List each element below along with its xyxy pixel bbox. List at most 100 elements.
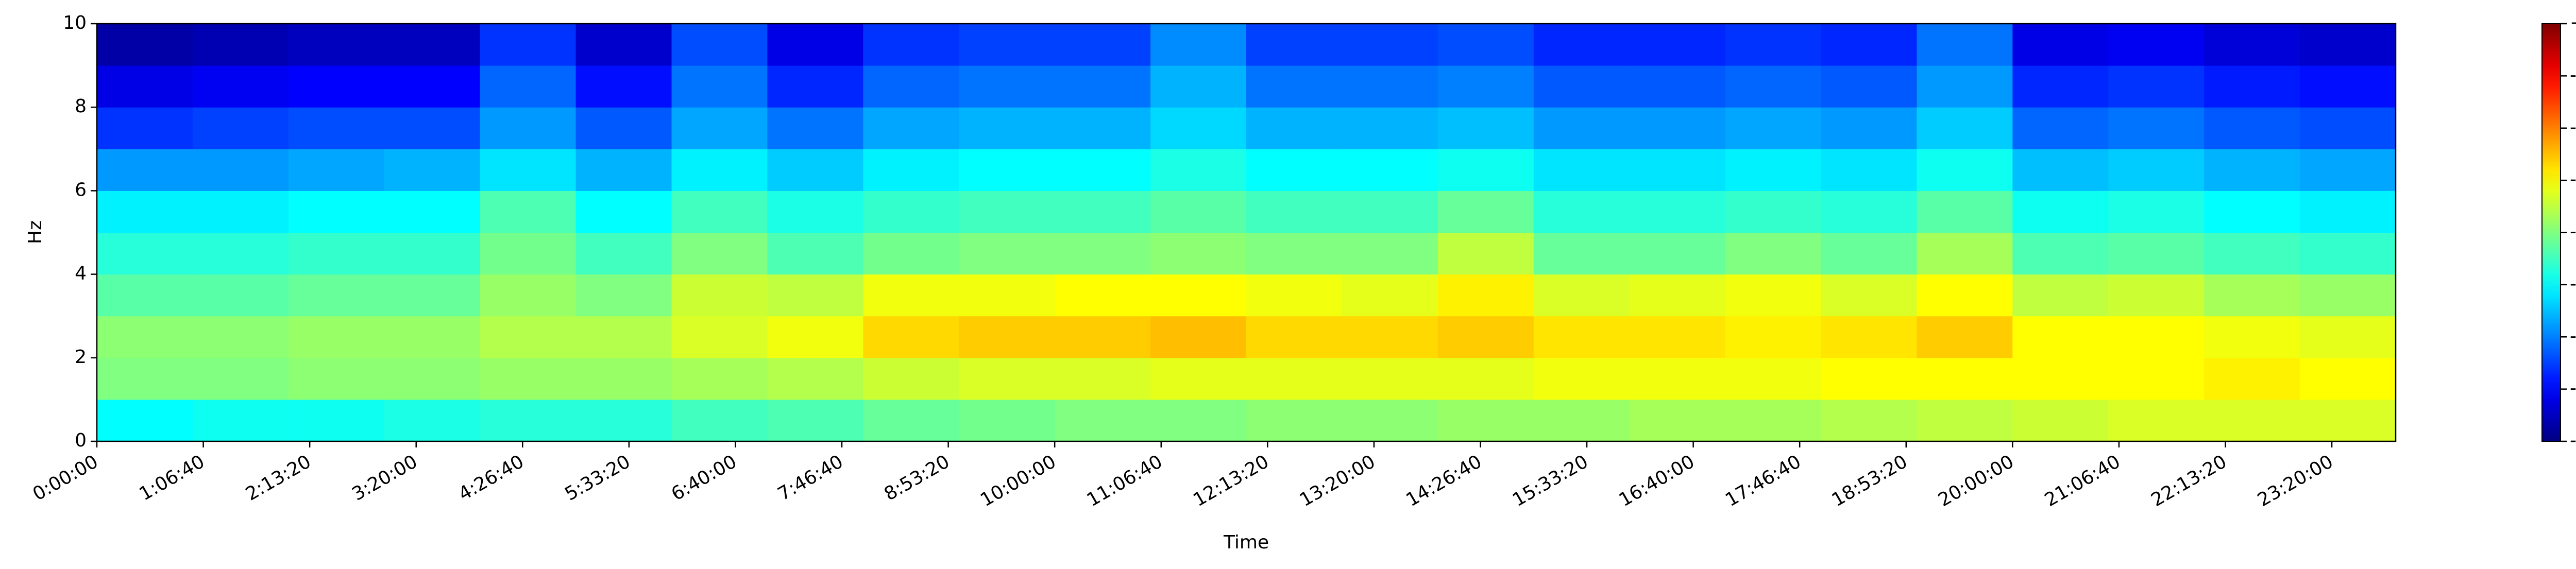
x-tick-label: 23:20:00 [2254, 451, 2337, 511]
heatmap-cell [192, 316, 289, 358]
colorbar [2541, 23, 2561, 442]
heatmap-cell [480, 399, 577, 442]
heatmap-cell [97, 191, 193, 233]
heatmap-cell [575, 357, 672, 400]
heatmap-cell [959, 316, 1055, 358]
heatmap-cell [1821, 65, 1917, 108]
heatmap-cell [2108, 107, 2205, 149]
heatmap-cell [384, 191, 481, 233]
heatmap-cell [1533, 191, 1630, 233]
heatmap-cell [767, 65, 863, 108]
heatmap-cell [671, 316, 768, 358]
heatmap-cell [97, 274, 193, 317]
heatmap-cell [767, 316, 863, 358]
x-tick-label: 22:13:20 [2147, 451, 2230, 511]
heatmap-cell [671, 191, 768, 233]
heatmap-cell [2012, 24, 2109, 66]
heatmap-cell [767, 274, 863, 317]
heatmap-cell [1055, 357, 1151, 400]
heatmap-cell [1629, 107, 1726, 149]
heatmap-cell [1917, 24, 2013, 66]
heatmap-cell [1437, 65, 1534, 108]
colorbar-tick-label: -10 dB [2570, 64, 2576, 85]
y-tick-label: 10 [63, 12, 87, 33]
heatmap-cell [384, 399, 481, 442]
heatmap-cell [1437, 149, 1534, 191]
heatmap-cell [1342, 274, 1438, 317]
x-tick-label: 10:00:00 [977, 451, 1060, 511]
heatmap-cell [2108, 274, 2205, 317]
heatmap-cell [2300, 191, 2396, 233]
heatmap-cell [480, 274, 577, 317]
heatmap-cell [1150, 357, 1247, 400]
x-tick-label: 13:20:00 [1296, 451, 1379, 511]
heatmap-cell [2012, 149, 2109, 191]
heatmap-cell [1821, 24, 1917, 66]
x-tick-label: 15:33:20 [1509, 451, 1592, 511]
x-tick-label: 12:13:20 [1190, 451, 1273, 511]
heatmap-cell [480, 316, 577, 358]
heatmap-cell [575, 107, 672, 149]
heatmap-cell [1055, 232, 1151, 275]
x-tick-label: 4:26:40 [455, 451, 528, 505]
heatmap-cell [767, 399, 863, 442]
heatmap-cell [288, 65, 385, 108]
colorbar-tick-label: -80 dB [2570, 430, 2576, 451]
y-tick-label: 0 [75, 430, 87, 451]
heatmap-cell [1629, 65, 1726, 108]
x-tick-label: 17:46:40 [1722, 451, 1805, 511]
heatmap-cell [2300, 149, 2396, 191]
heatmap-cell [192, 107, 289, 149]
heatmap-cell [1342, 316, 1438, 358]
heatmap-cell [2300, 357, 2396, 400]
heatmap-cell [1342, 399, 1438, 442]
heatmap-cell [1246, 316, 1343, 358]
x-tick-label: 0:00:00 [29, 451, 102, 505]
plot-frame [96, 23, 2397, 442]
x-tick-label: 5:33:20 [562, 451, 634, 505]
heatmap-cell [2204, 149, 2300, 191]
heatmap-cell [2012, 107, 2109, 149]
colorbar-tick-label: +0 dB [2570, 12, 2576, 33]
heatmap-cell [192, 357, 289, 400]
heatmap-cell [1150, 107, 1247, 149]
heatmap-cell [959, 399, 1055, 442]
heatmap-cell [192, 149, 289, 191]
x-tick-label: 6:40:00 [668, 451, 740, 505]
heatmap-cell [1821, 232, 1917, 275]
heatmap-cell [671, 149, 768, 191]
heatmap-cell [671, 65, 768, 108]
heatmap-cell [959, 191, 1055, 233]
heatmap-cell [1437, 357, 1534, 400]
heatmap-cell [1246, 24, 1343, 66]
heatmap-cell [1629, 357, 1726, 400]
heatmap-cell [384, 24, 481, 66]
colorbar-tick-label: -20 dB [2570, 117, 2576, 138]
heatmap-cell [384, 316, 481, 358]
heatmap-cell [671, 274, 768, 317]
heatmap-cell [1342, 357, 1438, 400]
heatmap-cell [384, 357, 481, 400]
heatmap-cell [2204, 357, 2300, 400]
heatmap-cell [1917, 357, 2013, 400]
heatmap-cell [2012, 316, 2109, 358]
heatmap-cell [480, 149, 577, 191]
colorbar-tick-label: -50 dB [2570, 273, 2576, 295]
heatmap-cell [288, 191, 385, 233]
heatmap-cell [192, 399, 289, 442]
heatmap-cell [767, 191, 863, 233]
heatmap-cell [767, 107, 863, 149]
heatmap-cell [575, 316, 672, 358]
heatmap-cell [767, 232, 863, 275]
heatmap-cell [1055, 24, 1151, 66]
heatmap-cell [2204, 107, 2300, 149]
heatmap-cell [97, 149, 193, 191]
colorbar-tick-label: -30 dB [2570, 169, 2576, 190]
y-axis-label: Hz [25, 220, 46, 244]
x-tick-label: 16:40:00 [1616, 451, 1699, 511]
heatmap-cell [863, 316, 959, 358]
heatmap-cell [1533, 274, 1630, 317]
heatmap-cell [288, 399, 385, 442]
heatmap-cell [863, 191, 959, 233]
